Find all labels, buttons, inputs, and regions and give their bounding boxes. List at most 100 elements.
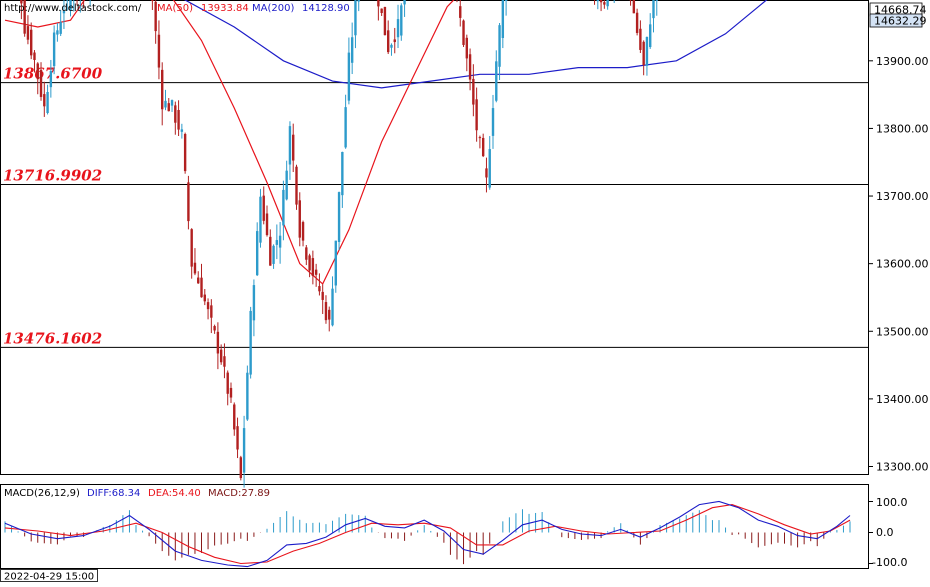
macd-tick-0: 0.0 (876, 526, 894, 539)
candle-body (400, 5, 402, 35)
last-price-text: 14632.29 (874, 15, 927, 28)
candle-body (646, 37, 648, 66)
candle-body (164, 101, 166, 108)
candle-body (236, 426, 238, 449)
candle-body (397, 19, 399, 37)
candle-body (649, 24, 651, 47)
candle-body (282, 190, 284, 226)
candle-body (597, 0, 599, 1)
candle-body (217, 332, 219, 354)
candle-body (151, 0, 153, 1)
price-axis-label: 13300.00 (876, 461, 929, 474)
candle-body (466, 38, 468, 59)
candle-body (246, 373, 248, 420)
candle-body (263, 196, 265, 221)
candle-body (276, 240, 278, 245)
candle-body (358, 0, 360, 2)
price-axis-label: 13400.00 (876, 393, 929, 406)
candle-body (204, 295, 206, 302)
candle-body (475, 99, 477, 130)
candle-body (168, 103, 170, 111)
price-axis-label: 13500.00 (876, 325, 929, 338)
candle-body (652, 0, 654, 18)
candle-body (181, 129, 183, 131)
ma200-value: 14128.90 (302, 3, 350, 14)
candle-body (387, 30, 389, 52)
footer-timestamp: 2022-04-29 15:00 (4, 572, 94, 583)
candle-body (259, 197, 261, 243)
candle-body (354, 0, 356, 35)
candle-body (341, 152, 343, 195)
candle-body (403, 0, 405, 4)
candle-body (472, 79, 474, 105)
candle-body (200, 278, 202, 298)
candle-body (380, 9, 382, 13)
candle-body (492, 108, 494, 136)
candle-body (603, 2, 605, 4)
candle-body (335, 241, 337, 286)
ma50-label: MA(50) (157, 3, 193, 14)
candle-body (210, 305, 212, 317)
candle-body (194, 263, 196, 274)
candle-body (384, 7, 386, 35)
candle-body (50, 71, 52, 87)
candle-body (207, 302, 209, 309)
candle-body (325, 302, 327, 320)
macd-diff-label: DIFF:68.34 (87, 488, 140, 499)
candle-body (59, 22, 61, 34)
macd-tick-neg100: -100.0 (872, 556, 907, 569)
price-panel-frame (1, 1, 869, 475)
candle-body (289, 126, 291, 164)
candle-body (348, 53, 350, 101)
candle-body (240, 457, 242, 478)
candle-body (302, 222, 304, 241)
candle-body (485, 168, 487, 177)
ma50-value: 13933.84 (201, 3, 249, 14)
candle-body (462, 21, 464, 45)
price-axis-label: 13600.00 (876, 258, 929, 271)
candle-body (253, 285, 255, 320)
candle-body (482, 138, 484, 156)
candle-body (600, 0, 602, 2)
candle-body (190, 229, 192, 266)
candle-body (495, 61, 497, 100)
level-label: 13476.1602 (3, 329, 102, 347)
candle-body (295, 167, 297, 205)
candle-body (636, 13, 638, 33)
candle-body (43, 94, 45, 106)
price-axis: 14600.0014500.0014400.0014300.0014200.00… (868, 0, 929, 474)
site-url: http://www.deltastock.com/ (4, 3, 142, 14)
candle-body (639, 29, 641, 50)
candle-body (30, 30, 32, 56)
candle-body (502, 0, 504, 38)
candle-body (223, 356, 225, 366)
candle-body (33, 53, 35, 60)
candle-body (279, 236, 281, 248)
candle-body (272, 246, 274, 264)
candle-body (269, 237, 271, 266)
candle-body (351, 37, 353, 63)
candle-body (377, 0, 379, 6)
candle-body (256, 231, 258, 275)
ma200-label: MA(200) (252, 3, 294, 14)
candle-body (184, 134, 186, 171)
candle-body (315, 270, 317, 275)
candle-body (505, 0, 507, 1)
macd-value-label: MACD:27.89 (208, 488, 270, 499)
candle-body (606, 0, 608, 6)
macd-title: MACD(26,12,9) (4, 488, 80, 499)
candle-body (469, 54, 471, 79)
candle-body (243, 428, 245, 473)
candle-body (53, 33, 55, 67)
candle-body (390, 45, 392, 48)
candle-body (213, 326, 215, 330)
candle-body (56, 30, 58, 34)
candle-body (338, 192, 340, 242)
candle-body (285, 171, 287, 200)
candle-body (459, 6, 461, 18)
candle-body (344, 107, 346, 147)
candle-body (46, 92, 48, 113)
candle-body (633, 0, 635, 13)
